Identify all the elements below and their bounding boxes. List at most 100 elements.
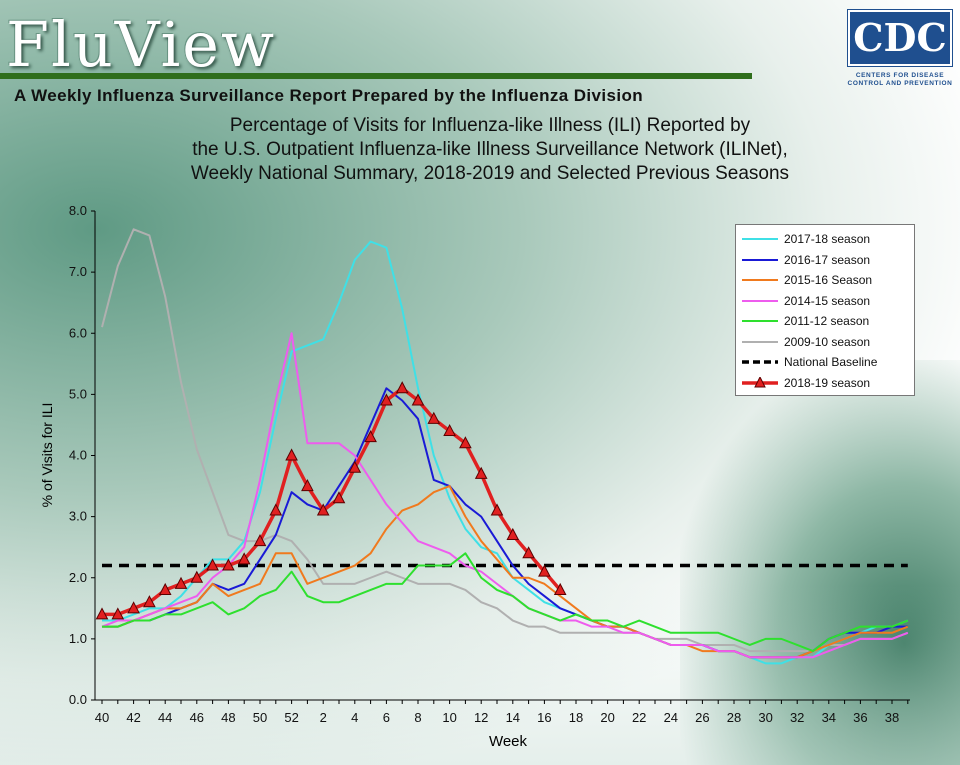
data-point-2018-19 — [490, 503, 504, 516]
y-axis-label: % of Visits for ILI — [39, 403, 55, 508]
x-axis-label: Week — [489, 733, 528, 750]
x-tick-label: 20 — [600, 710, 614, 725]
x-tick-label: 8 — [414, 710, 421, 725]
header-rule — [0, 73, 752, 79]
x-tick-label: 34 — [822, 710, 836, 725]
data-point-2018-19 — [411, 393, 425, 406]
data-point-2018-19 — [253, 533, 267, 547]
x-tick-label: 50 — [253, 710, 267, 725]
legend-swatch — [742, 299, 778, 302]
data-point-2018-19 — [443, 423, 456, 437]
legend-item: 2009-10 season — [742, 332, 870, 352]
legend-swatch — [742, 258, 778, 261]
data-point-2018-19 — [316, 503, 330, 516]
data-point-2018-19 — [301, 478, 314, 492]
chart-series — [101, 228, 909, 665]
legend-swatch — [742, 360, 778, 364]
x-tick-label: 6 — [383, 710, 390, 725]
series-line-2015-16-season — [102, 485, 909, 659]
data-point-2018-19 — [459, 436, 472, 449]
y-tick-label: 6.0 — [69, 325, 87, 340]
y-tick-label: 7.0 — [69, 264, 87, 279]
series-line-2014-15-season — [101, 332, 909, 659]
x-tick-label: 10 — [442, 710, 456, 725]
data-point-2018-19 — [427, 411, 441, 424]
series-line-2009-10-season — [101, 228, 909, 653]
series-line-2017-18-season — [102, 240, 909, 665]
x-tick-label: 16 — [537, 710, 551, 725]
chart-axes: 0.01.02.03.04.05.06.07.08.040 42 44 46 48 50 5… — [69, 203, 910, 725]
x-tick-label: 52 — [284, 710, 298, 725]
legend-swatch — [742, 238, 778, 240]
legend-label: 2014-15 season — [784, 293, 871, 308]
y-tick-label: 3.0 — [69, 509, 87, 524]
data-point-2018-19 — [332, 491, 346, 504]
data-point-2018-19 — [174, 576, 188, 589]
legend-item: 2011-12 season — [742, 311, 869, 331]
cdc-logo: CDC CENTERS FOR DISEASE CONTROL AND PREV… — [846, 9, 954, 94]
y-tick-label: 4.0 — [69, 448, 87, 463]
x-tick-label: 42 — [126, 710, 140, 725]
x-tick-label: 2 — [320, 710, 327, 725]
data-point-2018-19 — [111, 607, 125, 620]
data-point-2018-19 — [348, 460, 362, 473]
data-point-2018-19 — [222, 558, 235, 571]
legend-item: 2016-17 season — [742, 250, 870, 270]
x-tick-label: 46 — [190, 710, 204, 725]
y-tick-label: 5.0 — [69, 386, 87, 401]
x-tick-label: 38 — [885, 710, 899, 725]
report-subtitle: A Weekly Influenza Surveillance Report P… — [14, 86, 644, 105]
chart-markers — [95, 381, 567, 620]
chart-title: Percentage of Visits for Influenza-like … — [120, 114, 860, 186]
data-point-2018-19 — [206, 558, 219, 571]
y-tick-label: 1.0 — [69, 631, 87, 646]
legend-label: 2015-16 Season — [784, 273, 873, 287]
x-tick-label: 30 — [758, 710, 772, 725]
x-tick-label: 14 — [506, 710, 520, 725]
x-tick-label: 4 — [351, 710, 358, 725]
data-point-2018-19 — [269, 503, 283, 516]
chart-title-line-3: Weekly National Summary, 2018-2019 and S… — [190, 163, 790, 184]
legend-label: 2016-17 season — [784, 252, 871, 267]
cdc-logo-subtext: CENTERS FOR DISEASE CONTROL AND PREVENTI… — [847, 72, 953, 87]
x-tick-label: 24 — [664, 710, 678, 725]
data-point-2018-19 — [474, 466, 488, 479]
legend-item: 2015-16 Season — [742, 270, 872, 290]
x-tick-label: 18 — [569, 710, 583, 725]
data-point-2018-19 — [158, 582, 172, 595]
legend-label: 2017-18 season — [784, 232, 871, 246]
data-point-2018-19 — [364, 430, 377, 443]
chart-title-line-1: Percentage of Visits for Influenza-like … — [229, 115, 751, 136]
x-tick-label: 32 — [790, 710, 804, 725]
data-point-2018-19 — [237, 552, 251, 565]
data-point-2018-19 — [395, 381, 409, 394]
legend-label: 2009-10 season — [784, 334, 871, 349]
legend-label: 2011-12 season — [784, 314, 870, 328]
x-tick-label: 48 — [221, 710, 235, 725]
legend-swatch — [742, 340, 778, 343]
x-tick-label: 44 — [158, 710, 172, 725]
data-point-2018-19 — [95, 607, 109, 620]
data-point-2018-19 — [285, 448, 298, 461]
legend-swatch-marker — [754, 376, 766, 387]
data-point-2018-19 — [522, 546, 535, 559]
x-tick-label: 40 — [95, 710, 109, 725]
data-point-2018-19 — [190, 570, 204, 583]
x-tick-label: 26 — [695, 710, 709, 725]
background-fade — [0, 585, 960, 765]
y-tick-label: 0.0 — [69, 692, 87, 707]
chart-title-line-2: the U.S. Outpatient Influenza-like Illne… — [192, 139, 788, 160]
legend-label: National Baseline — [784, 355, 878, 369]
series-line-2011-12-season — [102, 552, 909, 653]
legend-item: National Baseline — [742, 352, 877, 372]
data-point-2018-19 — [127, 601, 140, 614]
x-tick-label: 28 — [727, 710, 741, 725]
data-point-2018-19 — [143, 595, 156, 608]
legend-item: 2018-19 season — [742, 373, 870, 393]
x-tick-label: 12 — [474, 710, 488, 725]
legend-label: 2018-19 season — [784, 375, 871, 390]
legend-swatch — [742, 376, 778, 387]
legend-swatch — [742, 279, 778, 281]
x-tick-label: 36 — [853, 710, 867, 725]
